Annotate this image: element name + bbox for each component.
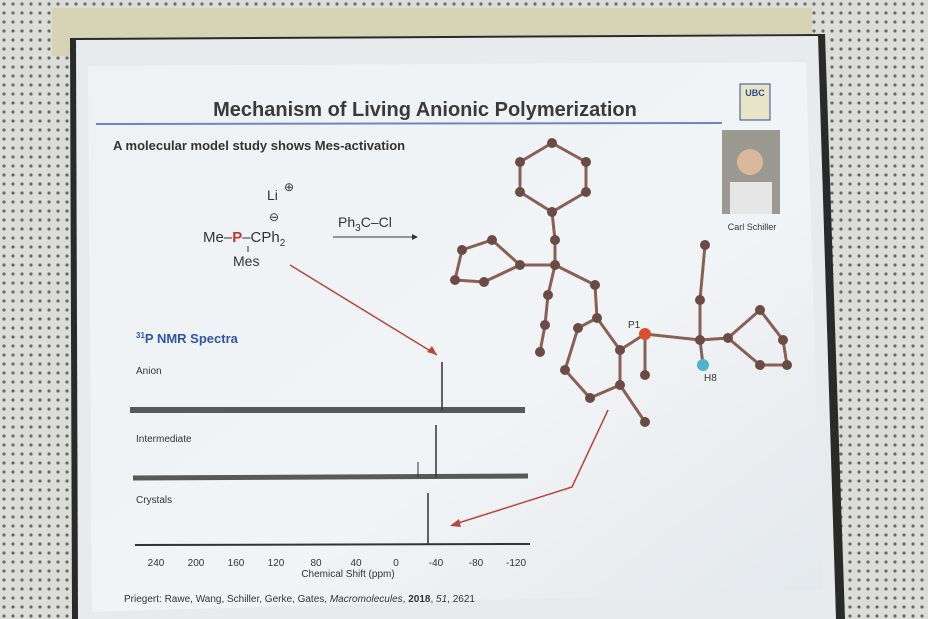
axis-tick-label: -120: [506, 558, 526, 569]
axis-tick-label: 160: [228, 558, 245, 569]
trace-label: Crystals: [136, 495, 172, 506]
photo-caption: Carl Schiller: [728, 222, 777, 232]
molecule-atoms: [450, 138, 792, 427]
reactant-suffix: –CPh: [242, 229, 280, 246]
citation-sep: ,: [430, 594, 436, 605]
axis-tick-label: -40: [429, 558, 444, 569]
reagent-subscript: 3: [355, 223, 361, 234]
spectra: [130, 362, 531, 546]
reagent: Ph3C–Cl: [338, 214, 392, 234]
reagent-suffix: C–Cl: [361, 214, 392, 230]
axis-label: Chemical Shift (ppm): [301, 569, 394, 580]
citation-pages: , 2621: [447, 594, 475, 605]
reactant-subscript: 2: [280, 238, 286, 249]
citation-sep: ,: [403, 594, 409, 605]
reactant: Me–P–CPh2: [203, 229, 286, 249]
atom-label: P1: [628, 320, 641, 331]
arrow-head: [450, 519, 461, 527]
citation-volume: 51: [436, 594, 447, 605]
slide: [88, 62, 822, 612]
nmr-superscript: 31: [136, 331, 145, 340]
lithium: Li: [267, 187, 278, 203]
citation-journal: Macromolecules: [330, 594, 403, 605]
red-arrows: [289, 264, 609, 526]
subtitle: A molecular model study shows Mes-activa…: [113, 138, 405, 153]
citation: Priegert: Rawe, Wang, Schiller, Gerke, G…: [124, 594, 475, 605]
title-rule: [95, 122, 723, 125]
reactant-atom: P: [232, 229, 242, 246]
slide-title: Mechanism of Living Anionic Polymerizati…: [213, 99, 637, 121]
plus-charge: ⊕: [284, 180, 294, 194]
axis-tick-label: 200: [188, 558, 205, 569]
axis-tick-label: 40: [350, 558, 362, 569]
axis-tick-label: 0: [393, 558, 399, 569]
reactant-prefix: Me–: [203, 229, 233, 246]
minus-charge: ⊖: [269, 210, 279, 224]
phosphorus-atom: [639, 328, 651, 340]
axis-tick-label: 240: [148, 558, 165, 569]
nmr-heading-text: P NMR Spectra: [145, 331, 239, 346]
mesityl: Mes: [233, 253, 259, 269]
portrait-body: [730, 182, 772, 214]
citation-year: 2018: [408, 594, 431, 605]
citation-authors: Priegert: Rawe, Wang, Schiller, Gerke, G…: [124, 594, 330, 605]
logo: [739, 83, 771, 121]
logo-text: UBC: [745, 88, 765, 98]
portrait-face: [737, 149, 763, 175]
axis-tick-label: -80: [469, 558, 484, 569]
hydrogen-atom: [697, 359, 709, 371]
nmr-heading: 31P NMR Spectra: [136, 331, 239, 346]
trace-label: Anion: [136, 366, 162, 377]
arrow-head: [412, 234, 418, 240]
reagent-prefix: Ph: [338, 214, 355, 230]
axis-tick-label: 80: [310, 558, 322, 569]
arrow-head: [427, 346, 437, 355]
atom-label: H8: [704, 373, 717, 384]
axis-ticks: 240 200 160 120 80 40 0 -40 -80 -120: [148, 558, 527, 569]
axis-tick-label: 120: [268, 558, 285, 569]
trace-label: Intermediate: [136, 434, 192, 445]
